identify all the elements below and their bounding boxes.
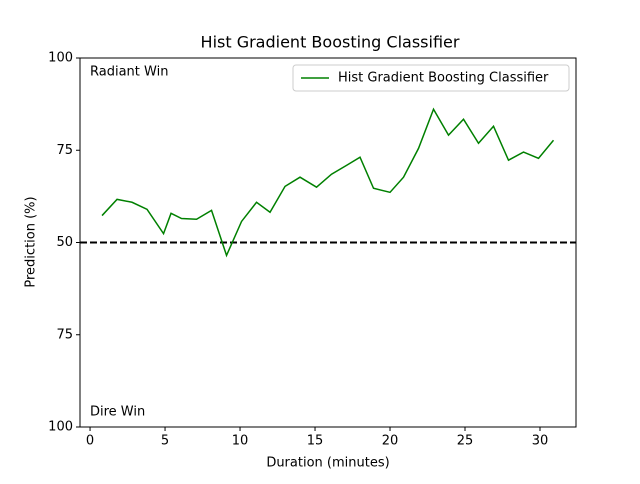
legend-label: Hist Gradient Boosting Classifier — [338, 71, 549, 86]
y-tick-label: 75 — [56, 327, 73, 342]
y-tick-label: 100 — [48, 51, 73, 66]
x-tick-label: 10 — [232, 434, 249, 449]
annotation: Dire Win — [90, 405, 145, 420]
chart-title: Hist Gradient Boosting Classifier — [201, 33, 460, 52]
x-tick-label: 5 — [161, 434, 169, 449]
plot-frame — [79, 57, 577, 428]
x-tick-label: 20 — [382, 434, 399, 449]
x-tick-label: 15 — [307, 434, 324, 449]
y-tick-label: 50 — [56, 235, 73, 250]
y-tick-label: 100 — [48, 420, 73, 435]
y-axis-label: Prediction (%) — [24, 196, 39, 287]
x-tick-label: 30 — [532, 434, 549, 449]
legend: Hist Gradient Boosting Classifier — [292, 64, 570, 92]
line — [101, 107, 555, 258]
x-tick-label: 0 — [86, 434, 94, 449]
x-tick-label: 25 — [457, 434, 474, 449]
x-axis-label: Duration (minutes) — [266, 456, 389, 471]
legend-frame — [292, 64, 570, 92]
annotation: Radiant Win — [90, 65, 168, 80]
y-tick-label: 75 — [56, 143, 73, 158]
